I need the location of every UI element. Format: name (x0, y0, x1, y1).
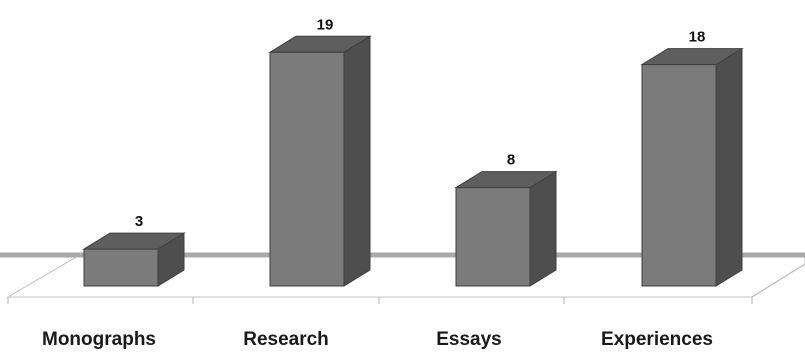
category-label: Essays (436, 329, 502, 350)
floor-right-edge (751, 263, 805, 298)
bar-side-face (715, 47, 743, 287)
bar-side-face (529, 170, 557, 287)
category-label: Monographs (42, 329, 156, 350)
bar-side-face (343, 35, 371, 287)
category-label: Research (243, 329, 329, 350)
bar-front-face (455, 187, 531, 287)
bars-group (82, 35, 744, 287)
category-labels-group: Monographs Research Essays Experiences (42, 329, 713, 350)
value-labels-group: 3 19 8 18 (135, 16, 706, 230)
bar-experiences (640, 47, 744, 287)
bar-front-face (269, 51, 345, 287)
bar-monographs (82, 232, 186, 287)
category-label: Experiences (601, 329, 713, 350)
bar-front-face (641, 64, 717, 287)
value-label: 3 (135, 213, 143, 230)
value-label: 8 (507, 152, 515, 169)
bar-research (268, 35, 372, 287)
value-label: 19 (317, 16, 334, 33)
bar-essays (454, 170, 558, 287)
bar-front-face (83, 248, 159, 287)
value-label: 18 (689, 29, 706, 46)
